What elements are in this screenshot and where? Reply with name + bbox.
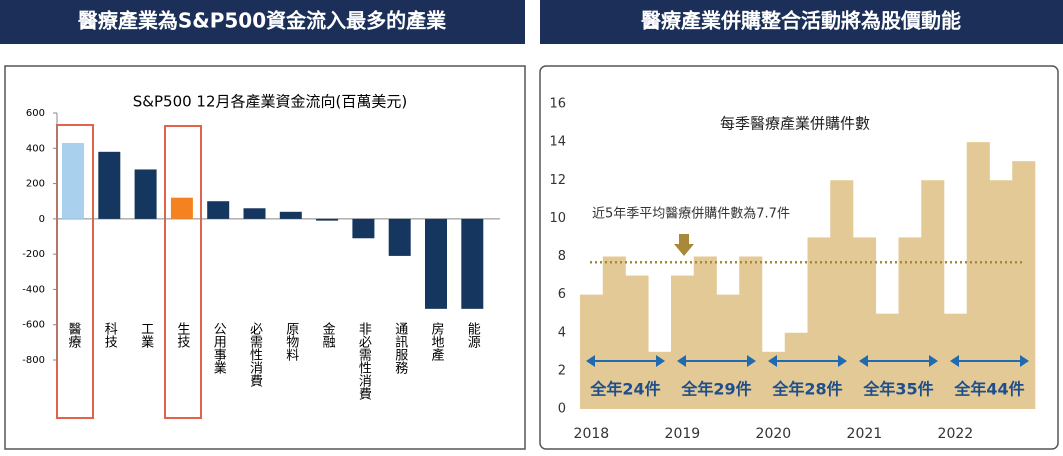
- bar: [898, 237, 922, 409]
- bar: [352, 218, 375, 239]
- x-tick-label: 生技: [174, 322, 190, 348]
- bar: [461, 218, 484, 309]
- bar: [134, 169, 157, 219]
- x-tick-label: 金融: [320, 321, 336, 348]
- y-tick-label: 6: [558, 287, 566, 302]
- bar: [207, 201, 230, 219]
- y-tick-label: -600: [22, 320, 45, 331]
- header-title: 醫療產業併購整合活動將為股價動能: [641, 9, 961, 33]
- arrow-head: [768, 355, 847, 367]
- x-tick-label: 2021: [847, 426, 883, 442]
- arrow-head: [859, 355, 938, 367]
- x-tick-label: 能源: [465, 322, 481, 348]
- reference-arrow: [674, 234, 694, 256]
- reference-label: 近5年季平均醫療併購件數為7.7件: [592, 206, 790, 222]
- bar: [762, 351, 786, 409]
- bar: [98, 151, 121, 219]
- y-tick-label: 8: [558, 249, 566, 264]
- bar: [648, 351, 672, 409]
- x-tick-label: 2022: [938, 426, 974, 442]
- annual-total: 全年29件: [680, 380, 751, 399]
- bar: [671, 275, 695, 409]
- y-tick-label: 12: [549, 173, 566, 188]
- highlight-box: [164, 125, 202, 419]
- y-tick-label: 600: [26, 108, 45, 119]
- y-tick-label: -800: [22, 355, 45, 366]
- annual-total: 全年35件: [862, 380, 933, 399]
- arrow-head: [950, 355, 1029, 367]
- header-bar: [0, 0, 525, 44]
- bar: [425, 218, 447, 309]
- x-tick-label: 科技: [102, 322, 118, 348]
- x-tick-label: 2019: [665, 426, 701, 442]
- bar: [830, 180, 854, 409]
- bar: [170, 197, 193, 219]
- annual-total: 全年24件: [589, 380, 660, 399]
- bar: [853, 237, 877, 409]
- y-tick-label: 0: [558, 402, 566, 417]
- bar: [625, 275, 649, 409]
- bar: [693, 256, 717, 409]
- x-tick-label: 醫療: [66, 322, 82, 348]
- y-tick-label: 400: [26, 143, 45, 154]
- y-tick-label: 16: [549, 97, 566, 112]
- arrow-head: [586, 355, 665, 367]
- bar: [716, 294, 740, 409]
- x-tick-label: 2020: [756, 426, 792, 442]
- bar: [243, 208, 266, 219]
- annual-total: 全年28件: [771, 380, 842, 399]
- bar: [739, 256, 763, 409]
- y-tick-label: -200: [22, 249, 45, 260]
- annual-total: 全年44件: [953, 380, 1024, 399]
- x-tick-label: 工業: [138, 322, 154, 348]
- bar: [316, 218, 339, 221]
- y-tick-label: 0: [39, 214, 45, 225]
- y-tick-label: 2: [558, 363, 566, 378]
- x-tick-label: 必需性消費: [247, 322, 263, 387]
- header-title: 醫療產業為S&P500資金流入最多的產業: [78, 9, 447, 33]
- bar: [921, 180, 945, 409]
- y-tick-label: -400: [22, 284, 45, 295]
- bar: [966, 142, 990, 409]
- chart-title: 每季醫療產業併購件數: [720, 115, 870, 133]
- y-tick-label: 14: [549, 135, 566, 150]
- y-tick-label: 4: [558, 325, 566, 340]
- header-bar: [540, 0, 1063, 44]
- chart-title: S&P500 12月各產業資金流向(百萬美元): [133, 93, 407, 111]
- bar: [989, 180, 1013, 409]
- bar: [580, 294, 604, 409]
- x-tick-label: 原物料: [283, 322, 299, 361]
- bar: [279, 211, 302, 219]
- x-tick-label: 2018: [574, 426, 610, 442]
- x-tick-label: 房地產: [429, 321, 445, 362]
- y-tick-label: 200: [26, 179, 45, 190]
- y-tick-label: 10: [549, 211, 566, 226]
- x-tick-label: 非必需性消費: [356, 322, 372, 400]
- bar: [807, 237, 831, 409]
- bar: [602, 256, 626, 409]
- bar: [1012, 161, 1036, 409]
- bar: [784, 332, 808, 409]
- x-tick-label: 通訊服務: [392, 322, 408, 375]
- x-tick-label: 公用事業: [211, 322, 227, 374]
- bar: [388, 218, 411, 256]
- arrow-head: [677, 355, 756, 367]
- bar: [62, 142, 84, 219]
